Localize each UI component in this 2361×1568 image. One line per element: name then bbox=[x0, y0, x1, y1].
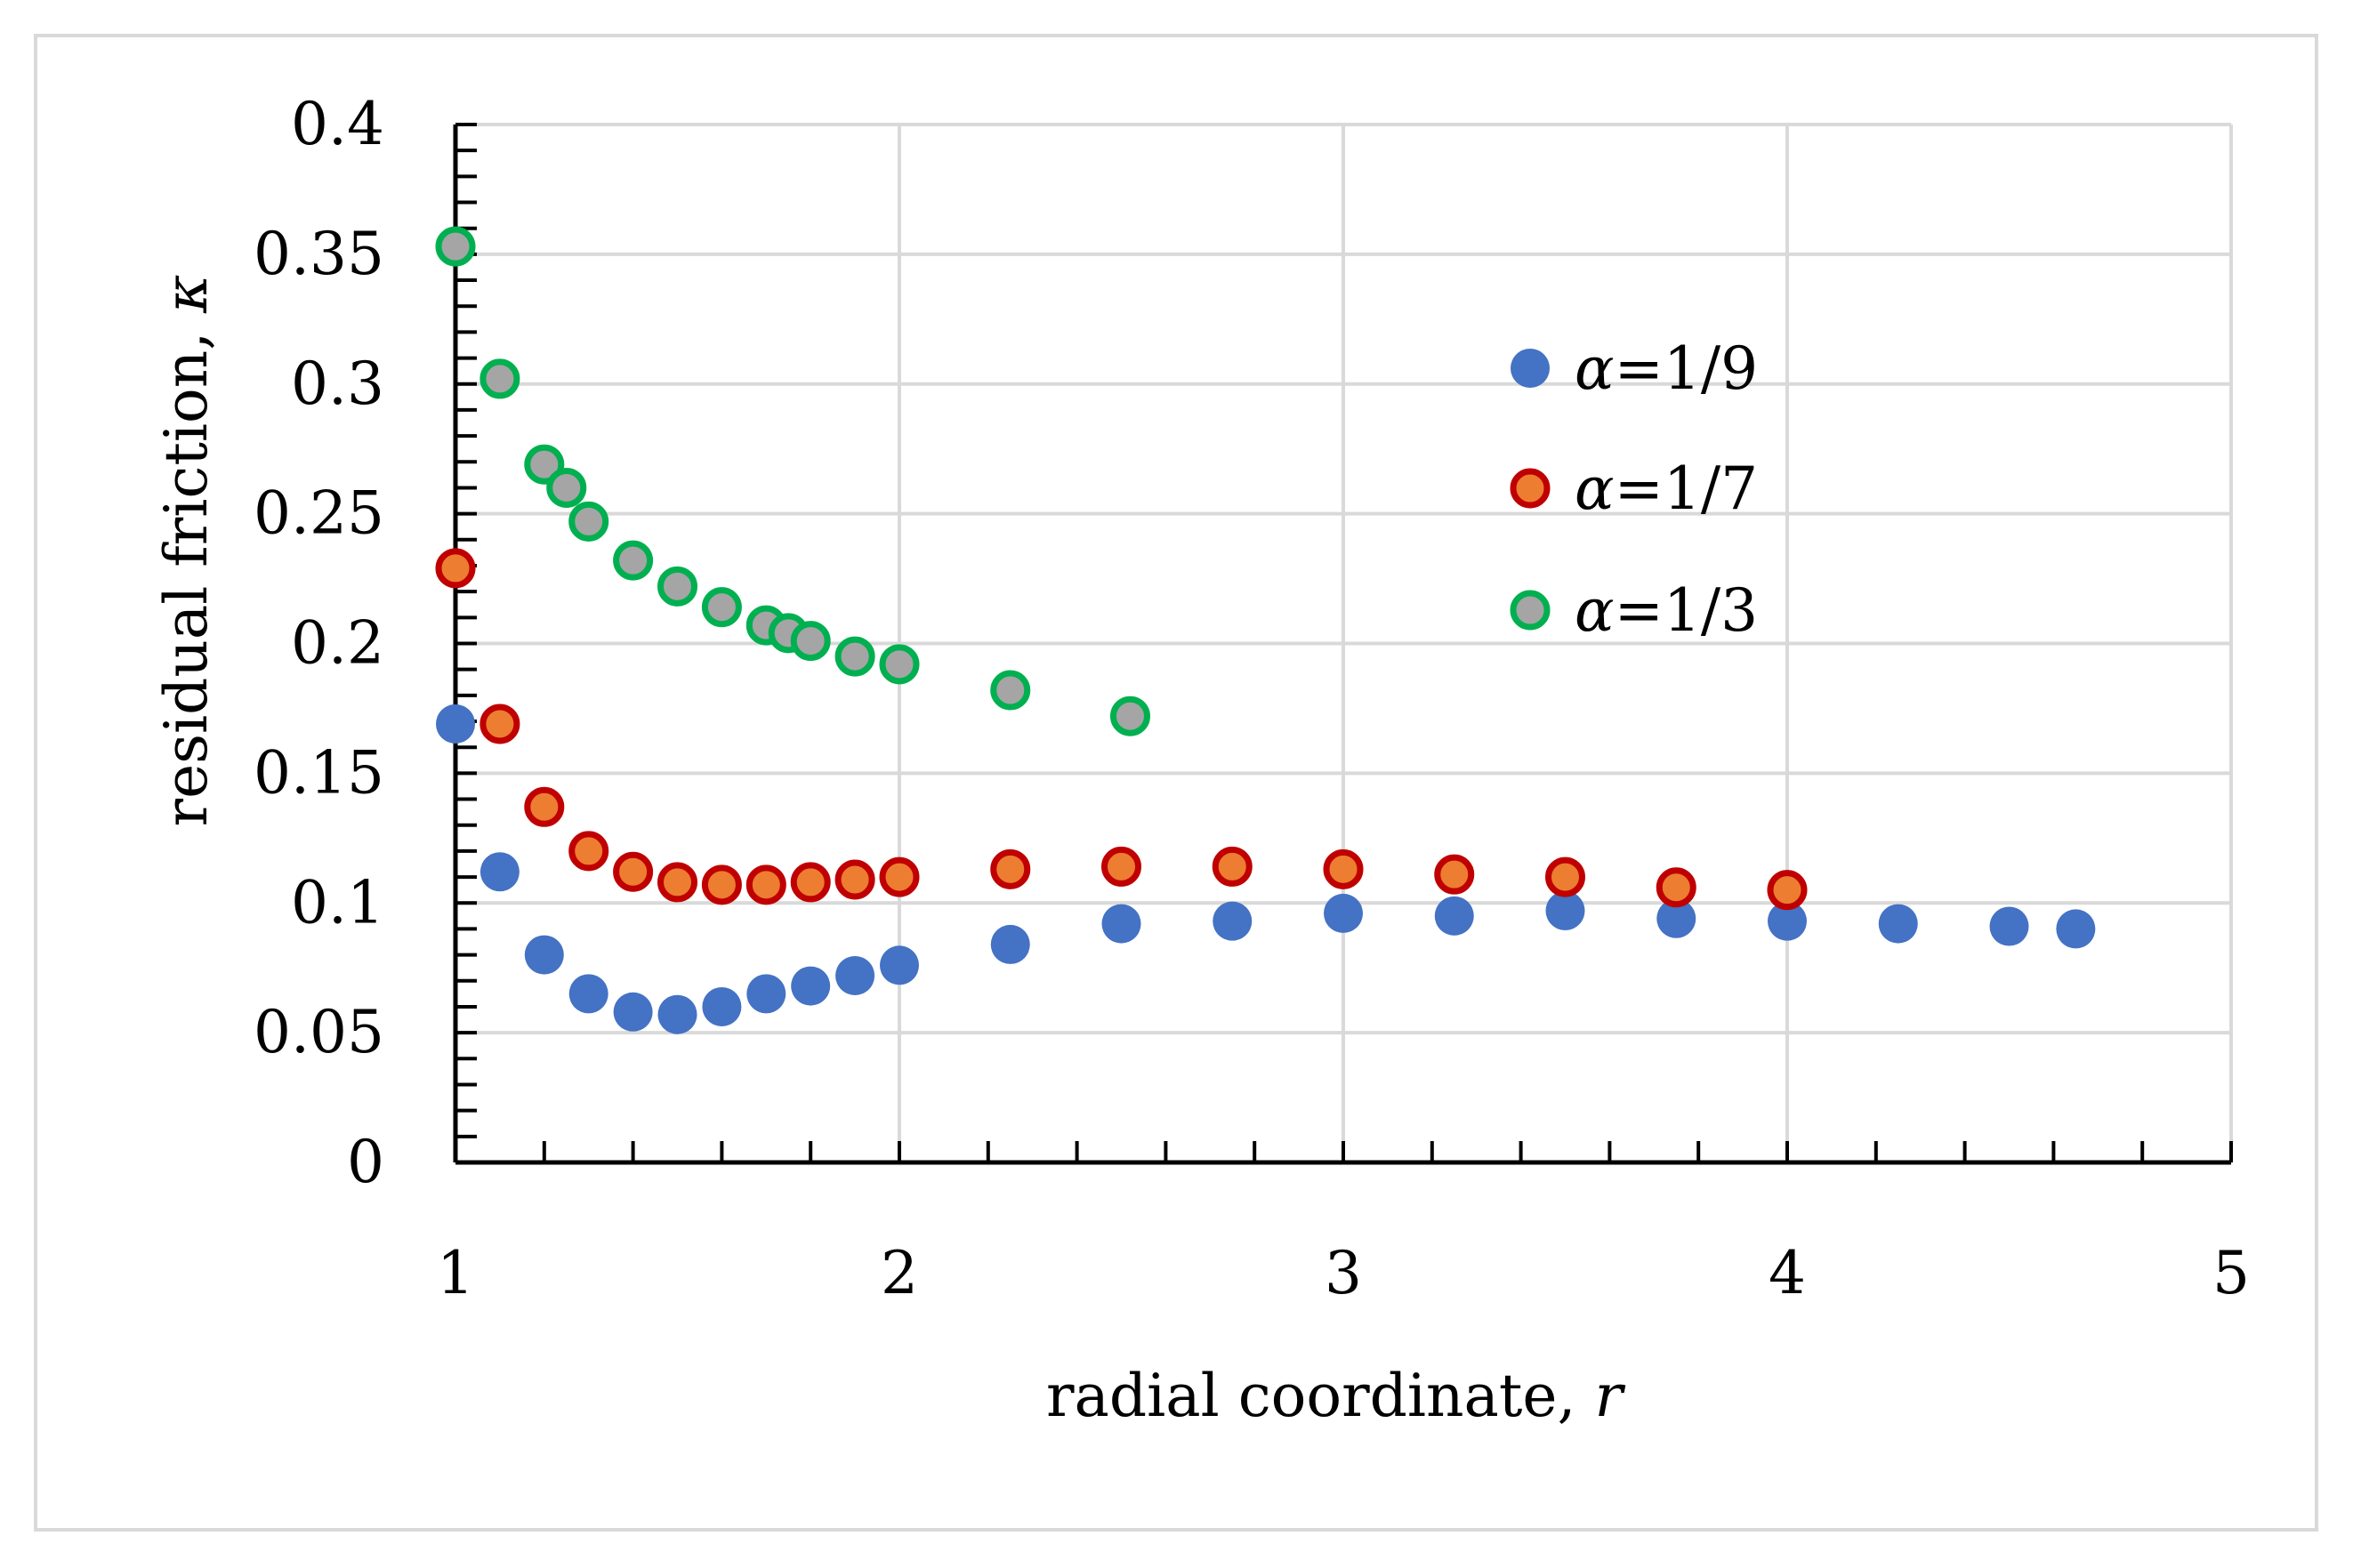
legend-label: α=1/7 bbox=[1575, 454, 1758, 523]
legend-marker bbox=[1510, 590, 1551, 631]
legend-label-symbol: α bbox=[1575, 454, 1615, 523]
data-point bbox=[657, 994, 697, 1034]
data-point bbox=[479, 704, 520, 744]
data-point bbox=[524, 444, 565, 485]
x-tick-label: 5 bbox=[2212, 1239, 2250, 1307]
data-points bbox=[435, 226, 2096, 1034]
data-point bbox=[1212, 846, 1253, 887]
x-tick-label: 3 bbox=[1325, 1239, 1362, 1307]
data-point bbox=[657, 566, 697, 607]
data-point bbox=[546, 467, 587, 508]
data-point bbox=[790, 621, 831, 662]
data-point bbox=[701, 864, 742, 905]
legend-entry-2: α=1/7 bbox=[1510, 454, 1758, 523]
data-point bbox=[1324, 893, 1363, 933]
legend-label: α=1/3 bbox=[1575, 576, 1758, 645]
x-tick-label: 2 bbox=[881, 1239, 918, 1307]
data-point bbox=[879, 856, 920, 897]
y-tick-label: 0.2 bbox=[291, 609, 384, 678]
data-point bbox=[1656, 867, 1696, 908]
x-tick-label: 1 bbox=[437, 1239, 474, 1307]
y-tick-label: 0.25 bbox=[254, 479, 384, 548]
data-point bbox=[746, 974, 786, 1014]
data-point bbox=[790, 862, 831, 903]
ticks: 0 0.05 0.1 0.15 0.2 0.25 0.3 0.35 0.4 1 2 3 4 5 bbox=[254, 90, 2250, 1307]
data-point bbox=[879, 644, 920, 685]
data-point bbox=[1878, 904, 1918, 944]
data-point bbox=[791, 966, 831, 1006]
data-point bbox=[834, 636, 875, 677]
data-point bbox=[435, 548, 476, 589]
series-2 bbox=[435, 548, 1808, 911]
data-point bbox=[835, 955, 875, 995]
y-tick-label: 0.4 bbox=[291, 90, 384, 158]
y-axis-title-variable: κ bbox=[152, 275, 221, 314]
data-point bbox=[1323, 848, 1364, 889]
data-point bbox=[479, 852, 520, 892]
data-point bbox=[701, 587, 742, 628]
data-point bbox=[1434, 854, 1475, 895]
data-point bbox=[1213, 901, 1253, 941]
data-point bbox=[524, 935, 564, 975]
data-point bbox=[834, 859, 875, 900]
data-point bbox=[880, 945, 919, 985]
legend-label: α=1/9 bbox=[1575, 334, 1758, 403]
data-point bbox=[1109, 696, 1150, 736]
y-axis-title-text: residual friction, bbox=[152, 313, 221, 827]
legend-label-suffix: =1/9 bbox=[1615, 334, 1759, 403]
data-point bbox=[1545, 891, 1585, 931]
y-tick-label: 0 bbox=[347, 1128, 384, 1196]
data-point bbox=[1101, 904, 1141, 944]
x-axis-title-variable: r bbox=[1594, 1362, 1625, 1430]
data-point bbox=[479, 358, 520, 399]
x-tick-label: 4 bbox=[1769, 1239, 1806, 1307]
legend-entry-3: α=1/3 bbox=[1510, 576, 1758, 645]
y-tick-label: 0.3 bbox=[291, 350, 384, 418]
y-axis-title: residual friction, κ bbox=[152, 275, 221, 827]
data-point bbox=[745, 864, 786, 905]
x-axis-title: radial coordinate, r bbox=[1046, 1362, 1625, 1430]
data-point bbox=[990, 848, 1031, 889]
data-point bbox=[1656, 898, 1696, 938]
data-point bbox=[702, 986, 742, 1026]
legend-label-symbol: α bbox=[1575, 576, 1615, 645]
data-point bbox=[1545, 856, 1585, 897]
data-point bbox=[613, 992, 653, 1032]
data-point bbox=[435, 226, 476, 267]
legend: α=1/9α=1/7α=1/3 bbox=[1510, 334, 1758, 645]
gridlines bbox=[455, 123, 2233, 1162]
data-point bbox=[2056, 909, 2096, 949]
chart-frame bbox=[34, 34, 2318, 1532]
data-point bbox=[613, 540, 654, 581]
legend-marker bbox=[1510, 468, 1551, 509]
data-point bbox=[613, 851, 654, 892]
data-point bbox=[990, 924, 1030, 964]
data-point bbox=[990, 670, 1031, 711]
x-axis-title-text: radial coordinate, bbox=[1046, 1362, 1594, 1430]
data-point bbox=[568, 501, 609, 542]
data-point bbox=[657, 862, 697, 903]
legend-label-suffix: =1/3 bbox=[1615, 576, 1759, 645]
y-tick-label: 0.35 bbox=[254, 220, 384, 288]
data-point bbox=[1768, 901, 1807, 941]
data-point bbox=[524, 786, 565, 827]
legend-label-suffix: =1/7 bbox=[1615, 454, 1759, 523]
legend-label-symbol: α bbox=[1575, 334, 1615, 403]
data-point bbox=[1101, 846, 1141, 887]
legend-marker bbox=[1511, 349, 1550, 388]
y-tick-label: 0.1 bbox=[291, 868, 384, 937]
data-point bbox=[1989, 906, 2029, 946]
data-point bbox=[1434, 896, 1474, 936]
data-point bbox=[568, 974, 608, 1014]
series-3 bbox=[435, 226, 1150, 736]
y-tick-label: 0.15 bbox=[254, 738, 384, 807]
data-point bbox=[1767, 870, 1808, 911]
data-point bbox=[568, 831, 609, 872]
y-tick-label: 0.05 bbox=[254, 998, 384, 1066]
data-point bbox=[436, 704, 475, 744]
series-1 bbox=[436, 704, 2096, 1034]
legend-entry-1: α=1/9 bbox=[1511, 334, 1758, 403]
